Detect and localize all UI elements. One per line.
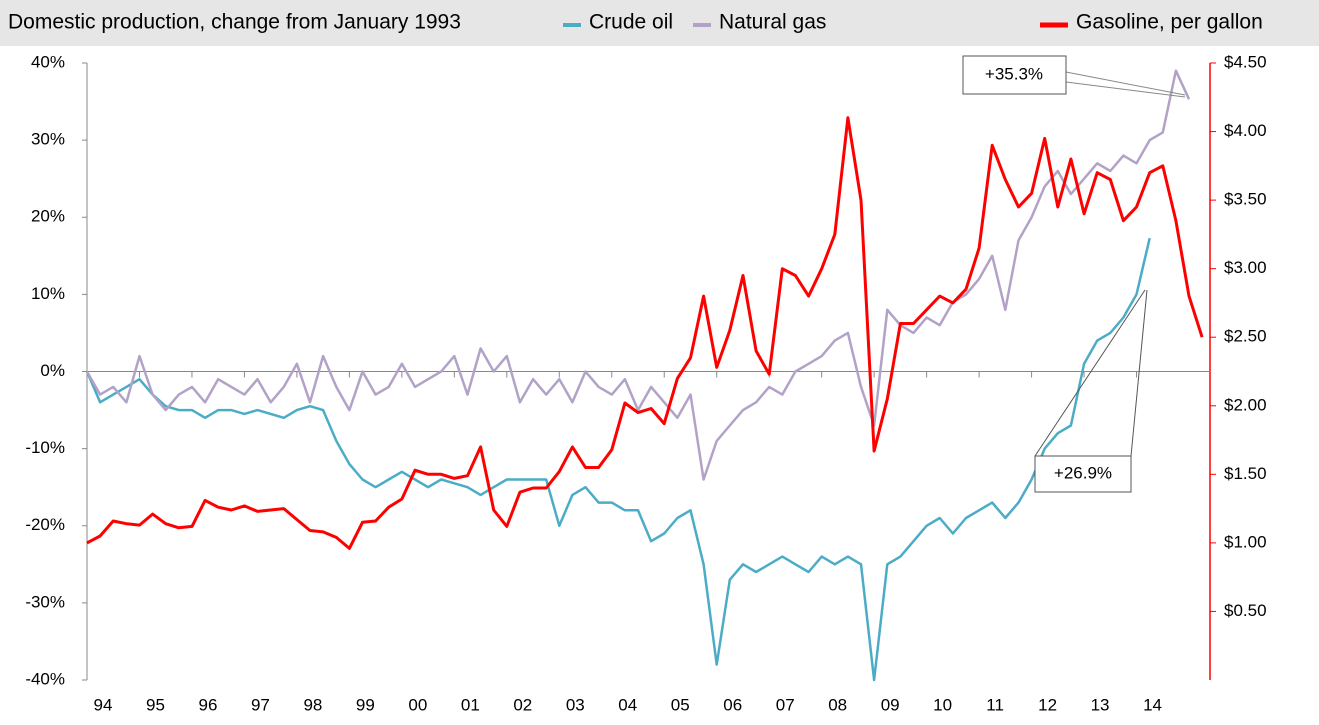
x-tick-label: 98 xyxy=(303,695,322,714)
x-tick-label: 12 xyxy=(1038,695,1057,714)
y2-tick-label: $1.00 xyxy=(1224,532,1267,551)
y-tick-label: 30% xyxy=(31,130,65,149)
header-band xyxy=(0,0,1319,46)
annotations: +35.3% +26.9% xyxy=(962,55,1186,493)
x-tick-label: 14 xyxy=(1143,695,1162,714)
y2-tick-label: $3.00 xyxy=(1224,258,1267,277)
annotation-leader xyxy=(1034,289,1146,457)
annotation-leader xyxy=(1065,81,1186,98)
x-tick-label: 06 xyxy=(723,695,742,714)
y-tick-label: 40% xyxy=(31,52,65,71)
y2-tick-label: $3.50 xyxy=(1224,190,1267,209)
y2-tick-label: $4.00 xyxy=(1224,121,1267,140)
x-tick-label: 99 xyxy=(356,695,375,714)
x-tick-label: 95 xyxy=(146,695,165,714)
series-line xyxy=(86,116,1204,550)
series-line xyxy=(85,237,1151,682)
x-tick-label: 02 xyxy=(513,695,532,714)
x-tick-label: 03 xyxy=(566,695,585,714)
y-tick-label: -40% xyxy=(25,669,65,688)
x-tick-label: 08 xyxy=(828,695,847,714)
annotation-leader xyxy=(1065,71,1186,96)
x-tick-label: 07 xyxy=(776,695,795,714)
y2-tick-label: $4.50 xyxy=(1224,52,1267,71)
x-tick-label: 09 xyxy=(881,695,900,714)
y2-tick-label: $1.50 xyxy=(1224,464,1267,483)
y2-tick-label: $0.50 xyxy=(1224,601,1267,620)
x-tick-label: 10 xyxy=(933,695,952,714)
y-tick-label: 20% xyxy=(31,207,65,226)
x-tick-label: 05 xyxy=(671,695,690,714)
y-tick-label: -10% xyxy=(25,438,65,457)
series-line xyxy=(85,69,1191,481)
legend-label: Crude oil xyxy=(589,11,673,34)
x-tick-label: 01 xyxy=(461,695,480,714)
legend-label: Natural gas xyxy=(719,11,826,34)
annotation-leader xyxy=(1130,289,1148,457)
x-tick-label: 13 xyxy=(1091,695,1110,714)
y-tick-label: -20% xyxy=(25,515,65,534)
annotation: +35.3% xyxy=(985,64,1043,83)
annotation: +26.9% xyxy=(1054,463,1112,482)
x-tick-label: 96 xyxy=(198,695,217,714)
x-tick-label: 11 xyxy=(986,695,1004,714)
y-tick-label: 10% xyxy=(31,284,65,303)
legend-label: Gasoline, per gallon xyxy=(1076,11,1263,34)
y2-tick-label: $2.00 xyxy=(1224,395,1267,414)
y2-tick-label: $2.50 xyxy=(1224,327,1267,346)
annotation-box xyxy=(1034,455,1132,493)
x-tick-label: 94 xyxy=(94,695,113,714)
y-tick-label: -30% xyxy=(25,592,65,611)
x-tick-label: 00 xyxy=(408,695,427,714)
x-tick-label: 04 xyxy=(618,695,637,714)
y-tick-label: 0% xyxy=(40,361,65,380)
annotation-box xyxy=(962,55,1067,95)
chart-title: Domestic production, change from January… xyxy=(8,11,461,34)
x-tick-label: 97 xyxy=(251,695,270,714)
